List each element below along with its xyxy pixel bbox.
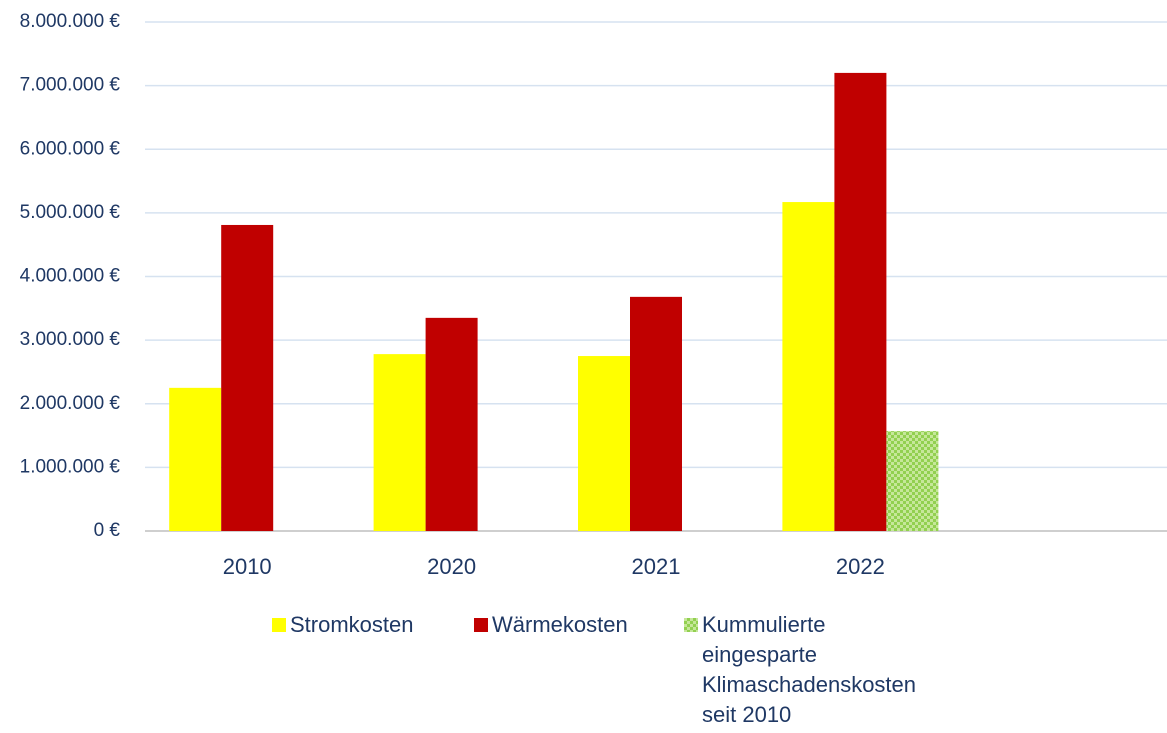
- bar: [886, 431, 939, 531]
- bar: [782, 202, 835, 531]
- bar: [834, 72, 887, 532]
- bar: [425, 317, 478, 531]
- bar: [578, 356, 630, 531]
- y-tick-label: 0 €: [94, 520, 121, 541]
- legend-item: Kummulierte eingesparte Klimaschadenskos…: [684, 610, 916, 730]
- legend-item: Wärmekosten: [474, 610, 628, 640]
- legend-swatch: [684, 618, 698, 632]
- y-tick-label: 5.000.000 €: [20, 202, 121, 223]
- legend-label: Wärmekosten: [492, 612, 628, 637]
- y-tick-label: 4.000.000 €: [20, 266, 121, 287]
- bar: [221, 224, 274, 531]
- y-tick-label: 2.000.000 €: [20, 393, 121, 414]
- y-tick-label: 6.000.000 €: [20, 138, 121, 159]
- legend-label: Kummulierte eingesparte Klimaschadenskos…: [702, 612, 917, 727]
- legend-swatch: [272, 618, 286, 632]
- legend-label: Stromkosten: [290, 612, 414, 637]
- x-tick-label: 2010: [223, 554, 272, 579]
- y-tick-label: 3.000.000 €: [20, 329, 121, 350]
- y-tick-label: 8.000.000 €: [20, 11, 121, 32]
- bar: [169, 387, 222, 531]
- x-tick-label: 2022: [836, 554, 885, 579]
- bar: [630, 296, 682, 531]
- bar: [373, 354, 426, 531]
- legend-swatch: [474, 618, 488, 632]
- legend-item: Stromkosten: [272, 610, 414, 640]
- y-tick-label: 7.000.000 €: [20, 75, 121, 96]
- y-tick-label: 1.000.000 €: [20, 456, 121, 477]
- x-tick-label: 2020: [427, 554, 476, 579]
- x-tick-label: 2021: [632, 554, 681, 579]
